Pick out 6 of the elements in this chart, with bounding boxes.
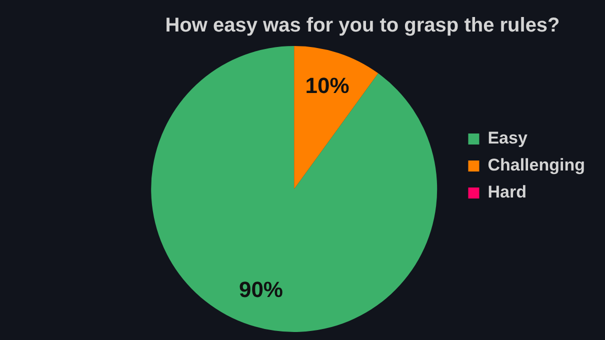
- legend-label: Challenging: [488, 156, 586, 175]
- data-label: 10%: [305, 73, 350, 98]
- legend-label: Hard: [488, 182, 526, 202]
- data-label: 90%: [238, 277, 283, 302]
- legend-label: Easy: [488, 128, 528, 148]
- chart-title: How easy was for you to grasp the rules?: [165, 14, 560, 37]
